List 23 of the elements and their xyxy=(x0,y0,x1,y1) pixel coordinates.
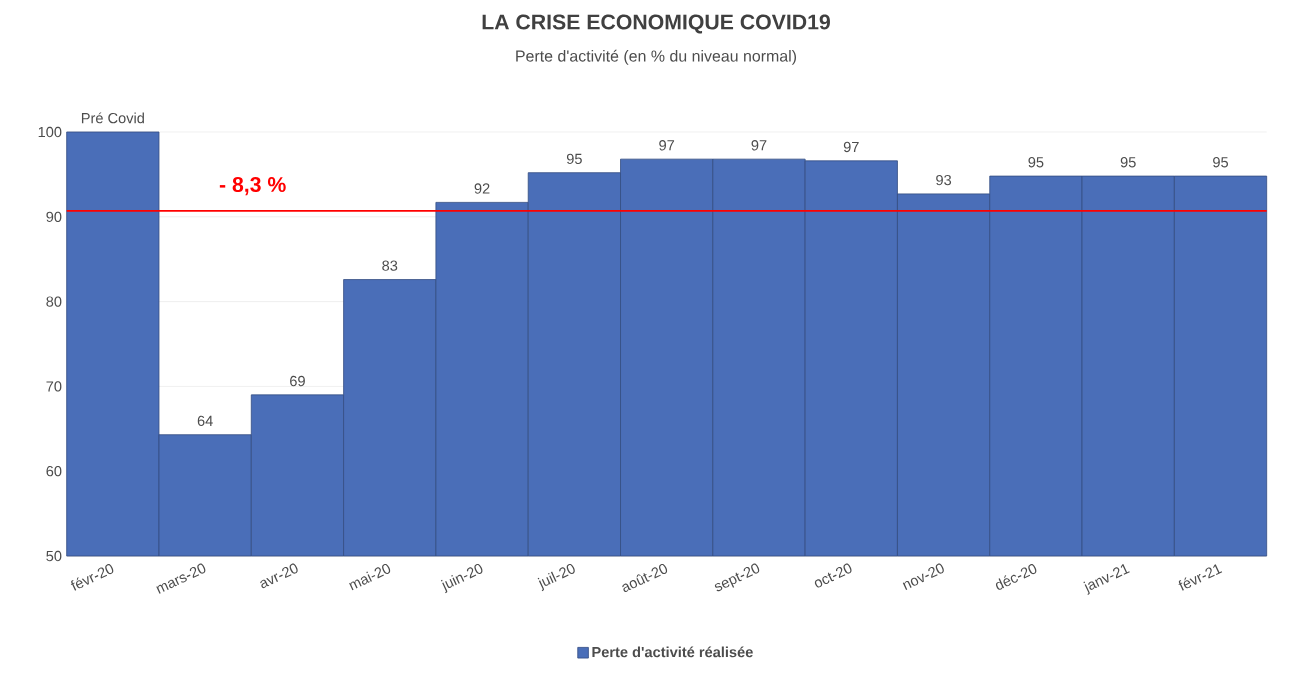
data-label: 95 xyxy=(1028,157,1044,168)
data-label: 97 xyxy=(659,140,675,151)
data-label: 93 xyxy=(936,175,952,186)
chart-title: LA CRISE ECONOMIQUE COVID19 xyxy=(482,14,830,34)
y-tick-label: 50 xyxy=(46,551,62,562)
data-label: 83 xyxy=(382,260,398,272)
data-label: 92 xyxy=(474,183,490,194)
data-label: 97 xyxy=(751,140,767,151)
data-label: 95 xyxy=(1120,157,1136,168)
y-tick-label: 100 xyxy=(38,127,62,138)
y-tick-label: 60 xyxy=(46,466,62,477)
legend-label: Perte d'activité réalisée xyxy=(592,646,753,658)
data-label: Pré Covid xyxy=(81,112,144,124)
y-tick-label: 70 xyxy=(46,381,62,392)
y-tick-label: 80 xyxy=(46,296,62,307)
annotation: - 8,3 % xyxy=(219,177,286,196)
data-label: 64 xyxy=(197,415,213,427)
y-tick-label: 90 xyxy=(46,211,62,223)
data-label: 95 xyxy=(1213,157,1229,168)
chart-subtitle: Perte d'activité (en % du niveau normal) xyxy=(516,49,797,66)
data-label: 69 xyxy=(290,376,305,387)
data-label: 97 xyxy=(843,141,859,153)
data-label: 95 xyxy=(566,153,582,165)
